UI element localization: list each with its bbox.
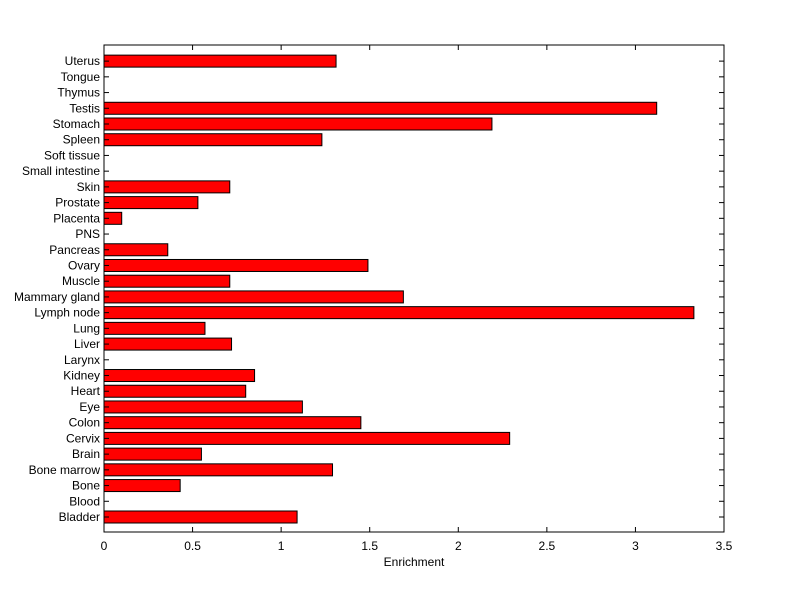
y-tick-label-eye: Eye <box>79 400 100 414</box>
x-tick-label-7: 3.5 <box>716 539 733 553</box>
y-tick-label-uterus: Uterus <box>65 54 100 68</box>
bar-kidney <box>103 369 256 383</box>
x-axis-label: Enrichment <box>384 555 445 569</box>
y-tick-label-placenta: Placenta <box>53 211 100 225</box>
bar-ovary <box>103 258 369 272</box>
bar-skin <box>103 180 231 194</box>
bar-testis <box>103 101 658 115</box>
y-tick-label-spleen: Spleen <box>63 133 100 147</box>
x-tick-label-1: 0.5 <box>184 539 201 553</box>
x-tick-label-2: 1 <box>278 539 285 553</box>
y-tick-label-heart: Heart <box>71 384 101 398</box>
y-tick-label-blood: Blood <box>69 494 100 508</box>
y-tick-label-tongue: Tongue <box>61 70 101 84</box>
x-tick-label-5: 2.5 <box>539 539 556 553</box>
bar-lymph-node <box>103 306 695 320</box>
bar-brain <box>103 447 202 461</box>
y-tick-label-muscle: Muscle <box>62 274 100 288</box>
y-tick-label-thymus: Thymus <box>57 86 100 100</box>
bar-prostate <box>103 196 199 210</box>
y-tick-label-cervix: Cervix <box>66 431 100 445</box>
y-tick-label-pns: PNS <box>75 227 100 241</box>
y-tick-label-skin: Skin <box>77 180 100 194</box>
bar-heart <box>103 384 247 398</box>
bar-bone-marrow <box>103 463 334 477</box>
bar-stomach <box>103 117 493 131</box>
y-tick-label-lymph-node: Lymph node <box>34 306 100 320</box>
y-tick-label-bladder: Bladder <box>59 510 100 524</box>
y-tick-label-colon: Colon <box>69 416 100 430</box>
bar-pancreas <box>103 243 169 257</box>
bar-eye <box>103 400 303 414</box>
y-tick-label-soft-tissue: Soft tissue <box>44 148 100 162</box>
bar-lung <box>103 321 206 335</box>
x-tick-label-3: 1.5 <box>361 539 378 553</box>
y-tick-label-bone-marrow: Bone marrow <box>29 463 101 477</box>
bar-mammary-gland <box>103 290 404 304</box>
bar-uterus <box>103 54 337 68</box>
bar-cervix <box>103 431 511 445</box>
y-tick-label-testis: Testis <box>69 101 100 115</box>
y-tick-label-brain: Brain <box>72 447 100 461</box>
x-ticks-group: 0 0.5 1 1.5 2 2.5 3 3.5 <box>101 45 733 553</box>
x-tick-label-0: 0 <box>101 539 108 553</box>
y-tick-label-stomach: Stomach <box>53 117 100 131</box>
y-tick-label-larynx: Larynx <box>64 353 100 367</box>
bar-bladder <box>103 510 298 524</box>
plot-frame <box>103 44 725 533</box>
y-tick-label-ovary: Ovary <box>68 258 100 272</box>
bar-colon <box>103 416 362 430</box>
x-tick-label-4: 2 <box>455 539 462 553</box>
y-tick-label-prostate: Prostate <box>55 196 100 210</box>
bar-bone <box>103 479 181 493</box>
bar-liver <box>103 337 233 351</box>
y-tick-label-small-intestine: Small intestine <box>22 164 100 178</box>
bar-muscle <box>103 274 231 288</box>
y-tick-label-kidney: Kidney <box>63 369 100 383</box>
x-tick-label-6: 3 <box>632 539 639 553</box>
y-tick-label-lung: Lung <box>73 321 100 335</box>
y-tick-label-liver: Liver <box>74 337 100 351</box>
y-tick-label-bone: Bone <box>72 479 100 493</box>
bar-spleen <box>103 133 323 147</box>
y-tick-label-pancreas: Pancreas <box>49 243 100 257</box>
y-tick-label-mammary-gland: Mammary gland <box>14 290 100 304</box>
